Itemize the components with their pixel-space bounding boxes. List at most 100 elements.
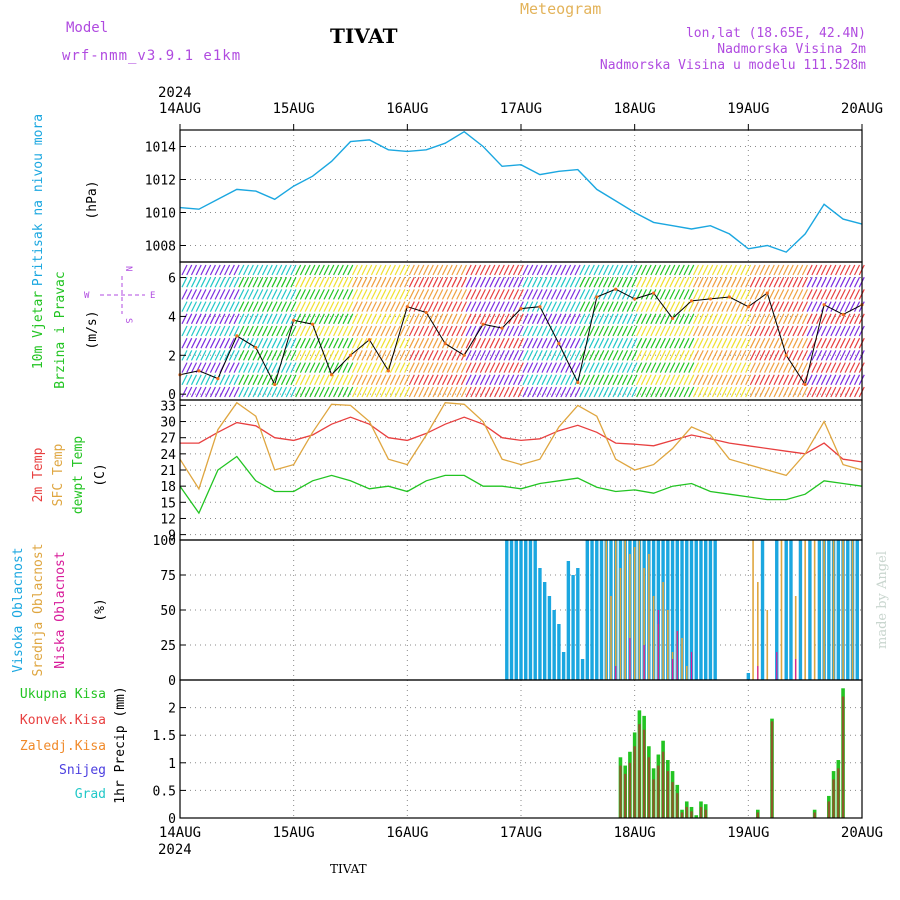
wind-barb <box>408 301 415 312</box>
wind-barb <box>209 276 216 288</box>
wind-barb <box>465 350 472 361</box>
wind-barb <box>659 337 666 349</box>
wind-barb <box>612 386 619 398</box>
wind-barb <box>768 325 775 337</box>
wind-barb <box>621 362 628 373</box>
wind-barb <box>219 325 226 337</box>
wind-barb <box>579 337 586 349</box>
wind-barb <box>195 337 202 349</box>
wind-barb <box>418 350 425 361</box>
wind-barb <box>683 362 690 373</box>
wind-barb <box>181 337 188 349</box>
low-cloud-bar <box>657 610 659 680</box>
wind-barb <box>228 350 235 361</box>
wind-barb <box>645 301 652 312</box>
wind-barb <box>181 386 188 398</box>
wind-barb <box>844 325 851 337</box>
wind-barb <box>721 313 728 325</box>
wind-barb <box>560 337 567 349</box>
wind-barb <box>522 276 529 288</box>
wind-barb <box>470 276 477 288</box>
temperature-tick-label: 24 <box>160 448 176 463</box>
wind-barb <box>465 325 472 337</box>
wind-barb <box>247 301 254 312</box>
wind-barb <box>494 386 501 398</box>
wind-barb <box>503 386 510 398</box>
wind-barb <box>323 337 330 349</box>
wind-barb <box>602 362 610 373</box>
wind-barb <box>636 276 643 288</box>
wind-barb <box>408 362 415 373</box>
wind-barb <box>816 350 823 361</box>
wind-barb <box>503 289 510 300</box>
wind-barb <box>385 337 392 349</box>
wind-barb <box>640 276 647 288</box>
wind-barb <box>683 313 690 325</box>
wind-barb <box>295 325 302 337</box>
wind-barb <box>650 276 657 288</box>
wind-barb <box>716 374 723 386</box>
wind-barb <box>380 264 387 276</box>
temp-unit: (C) <box>93 463 108 486</box>
wind-barb <box>280 386 287 398</box>
wind-barb <box>745 350 752 361</box>
wind-barb <box>787 313 794 325</box>
wind-barb <box>484 289 491 300</box>
wind-barb <box>522 386 529 398</box>
wind-barb <box>782 325 790 337</box>
wind-barb <box>778 337 785 349</box>
wind-barb <box>333 386 340 398</box>
wind-barb <box>460 301 467 312</box>
high-cloud-bar <box>528 540 533 680</box>
wind-barb <box>598 350 605 361</box>
wind-barb <box>754 301 761 312</box>
wind-barb <box>541 362 548 373</box>
wind-barb <box>295 313 302 325</box>
high-cloud-bar <box>746 673 751 680</box>
high-cloud-bar <box>760 540 765 680</box>
high-cloud-bar <box>533 540 537 680</box>
wind-barb <box>825 325 832 337</box>
wind-barb <box>664 264 671 276</box>
wind-barb <box>470 374 477 386</box>
wind-barb <box>200 289 207 300</box>
wind-barb <box>427 289 434 300</box>
wind-barb <box>247 337 254 349</box>
wind-barb <box>787 264 794 276</box>
wind-barb <box>247 374 254 386</box>
wind-barb <box>569 276 576 288</box>
wind-barb <box>243 337 250 349</box>
wind-barb <box>711 313 718 325</box>
wind-barb <box>531 386 539 398</box>
wind-barb <box>754 313 761 325</box>
wind-barb <box>413 374 420 386</box>
wind-speed-point <box>652 291 656 295</box>
wind-barb <box>839 325 846 337</box>
wind-speed-point <box>727 295 731 299</box>
wind-barb <box>456 301 463 312</box>
mid-cloud-bar <box>681 638 683 680</box>
low-cloud-bar <box>676 631 678 680</box>
wind-barb <box>702 264 709 276</box>
wind-barb <box>484 301 491 312</box>
wind-barb <box>304 264 311 276</box>
wind-barb <box>806 337 813 349</box>
wind-barb <box>228 301 235 312</box>
wind-barb <box>479 374 486 386</box>
wind-barb <box>243 350 250 361</box>
wind-barb <box>621 264 628 276</box>
wind-barb <box>839 337 846 349</box>
wind-barb <box>740 374 747 386</box>
wind-barb <box>636 264 643 276</box>
wind-barb <box>224 350 231 361</box>
compass-e: E <box>150 291 155 301</box>
wind-barb <box>527 374 534 386</box>
high-cloud-bar <box>685 540 689 680</box>
wind-barb <box>285 264 292 276</box>
wind-barb <box>536 289 543 300</box>
temperature-tick-label: 9 <box>168 529 176 544</box>
wind-barb <box>285 276 292 288</box>
wind-barb <box>759 374 766 386</box>
wind-barb <box>768 337 775 349</box>
wind-barb <box>740 313 747 325</box>
